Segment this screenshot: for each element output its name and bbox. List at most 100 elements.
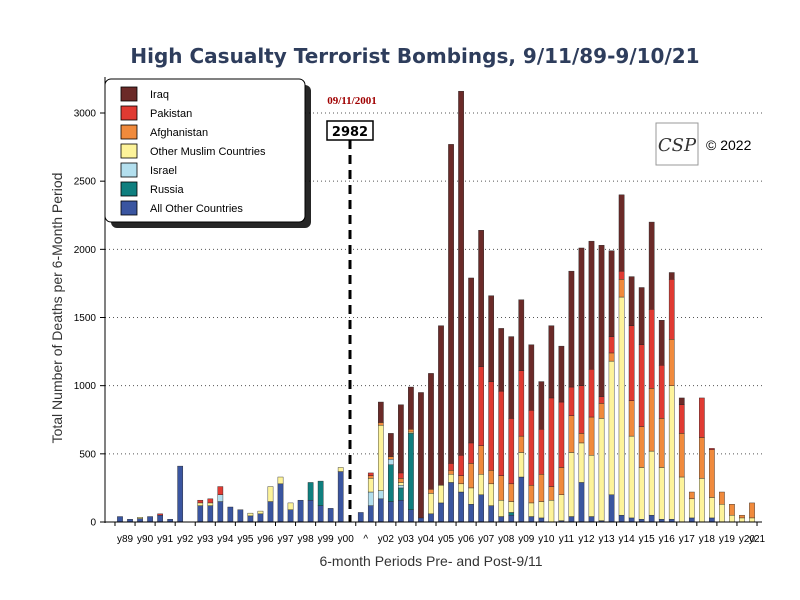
x-tick-label: y92 (177, 534, 194, 545)
x-tick-label: y97 (277, 534, 294, 545)
x-tick-label: y02 (378, 534, 395, 545)
bar-segment (428, 373, 434, 490)
bar-segment (478, 366, 484, 446)
bar-segment (699, 478, 705, 523)
bar-segment (398, 484, 404, 489)
bar-segment (628, 400, 635, 437)
bar-segment (317, 505, 324, 523)
y-tick-label: 1500 (74, 313, 97, 324)
bar-segment (608, 360, 615, 495)
bar-segment (388, 456, 394, 460)
bar-segment (558, 401, 565, 468)
bar-segment (588, 369, 595, 418)
bar-segment (257, 510, 264, 515)
legend-swatch (120, 124, 138, 140)
legend-swatch (120, 200, 138, 216)
bar-segment (448, 144, 454, 464)
bar-segment (388, 433, 394, 457)
bar-segment (508, 418, 515, 485)
nine-eleven-value-label: 2982 (332, 125, 368, 140)
bar-segment (488, 505, 495, 523)
bar-segment (478, 445, 484, 475)
legend-label: Israel (150, 165, 177, 177)
x-axis-label: 6-month Periods Pre- and Post-9/11 (319, 553, 542, 569)
bar-segment (207, 505, 214, 523)
copyright-text: © 2022 (706, 137, 752, 153)
bar-segment (658, 418, 665, 468)
bar-segment (658, 365, 665, 419)
y-tick-label: 2000 (74, 245, 97, 256)
bar-segment (628, 276, 635, 326)
bar-segment (428, 489, 434, 494)
bar-segment (418, 517, 424, 523)
bar-segment (628, 517, 635, 523)
bar-segment (508, 336, 515, 419)
bar-segment (317, 480, 324, 506)
bar-segment (618, 270, 625, 280)
x-tick-label: y04 (418, 534, 435, 545)
bar-segment (277, 483, 284, 523)
bar-segment (688, 491, 695, 500)
bar-segment (367, 472, 374, 476)
bar-segment (498, 475, 505, 501)
legend-label: Other Muslim Countries (150, 146, 266, 158)
bar-segment (307, 482, 314, 501)
x-tick-label: y20 (739, 534, 756, 545)
bar-segment (618, 279, 625, 298)
bar-segment (227, 506, 234, 523)
bar-segment (688, 517, 695, 523)
bar-segment (377, 425, 384, 491)
bar-segment (749, 517, 755, 523)
bar-segment (618, 514, 625, 523)
x-tick-label: y93 (197, 534, 214, 545)
bar-segment (628, 325, 635, 401)
bar-segment (578, 247, 585, 386)
bars (117, 90, 755, 523)
bar-segment (668, 272, 675, 280)
bar-segment (398, 499, 404, 523)
bar-segment (638, 426, 645, 468)
legend-swatch (120, 105, 138, 121)
bar-segment (558, 494, 565, 521)
bar-segment (638, 287, 645, 345)
bar-segment (408, 431, 414, 434)
bar-segment (548, 325, 555, 399)
bar-segment (438, 502, 444, 523)
bar-segment (398, 404, 404, 474)
y-tick-label: 3000 (74, 109, 97, 120)
bar-segment (468, 504, 474, 523)
bar-segment (217, 494, 224, 502)
x-tick-label: ^ (363, 534, 368, 545)
bar-segment (699, 397, 705, 438)
legend-label: Pakistan (150, 108, 192, 120)
bar-segment (398, 472, 404, 479)
bar-segment (478, 494, 484, 523)
bar-segment (588, 454, 595, 517)
bar-segment (438, 325, 444, 486)
x-tick-label: y13 (598, 534, 615, 545)
bar-segment (367, 475, 374, 479)
csp-logo: CSP (655, 122, 699, 166)
bar-segment (217, 501, 224, 523)
bar-segment (207, 502, 214, 506)
bar-segment (528, 502, 535, 517)
bar-segment (548, 486, 555, 501)
bar-segment (398, 478, 404, 483)
bar-segment (719, 491, 725, 505)
x-tick-label: y21 (749, 534, 766, 545)
y-tick-label: 500 (79, 449, 96, 460)
bar-segment (598, 418, 605, 521)
bar-segment (307, 499, 314, 523)
bar-segment (508, 514, 515, 523)
x-tick-label: y98 (298, 534, 315, 545)
bar-segment (568, 516, 575, 523)
legend-label: All Other Countries (150, 203, 243, 215)
bar-segment (699, 437, 705, 479)
bar-segment (287, 509, 294, 523)
bar-segment (197, 499, 204, 504)
bar-segment (458, 90, 464, 456)
legend-swatch (120, 162, 138, 178)
bar-segment (478, 474, 484, 495)
bar-segment (628, 435, 635, 519)
bar-segment (518, 435, 525, 453)
